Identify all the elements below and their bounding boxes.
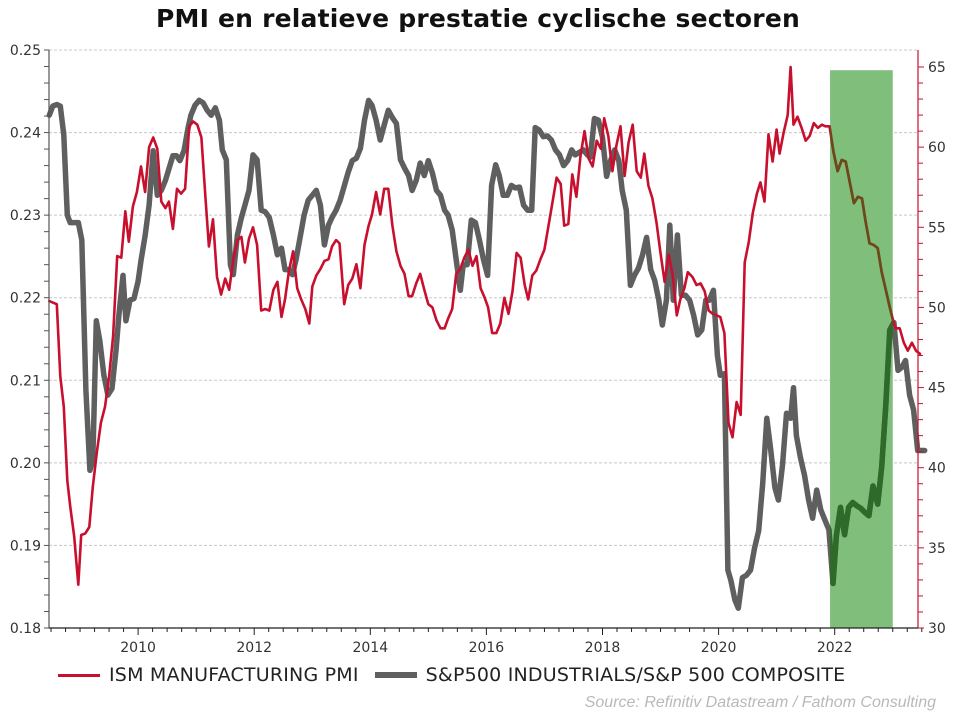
series-line-industrials-ratio: [46, 97, 928, 611]
series-line-industrials-ratio-highlighted: [830, 320, 893, 587]
right-axis-tick-label: 65: [928, 60, 946, 76]
legend-item-pmi[interactable]: ISM MANUFACTURING PMI: [58, 664, 359, 686]
legend-label-pmi: ISM MANUFACTURING PMI: [109, 664, 359, 686]
chart-title: PMI en relatieve prestatie cyclische sec…: [156, 4, 800, 33]
series-line-ism-pmi: [48, 65, 922, 586]
highlight-band: [830, 70, 893, 629]
x-axis-tick-label: 2020: [701, 640, 737, 656]
left-axis-tick-label: 0.25: [10, 43, 41, 59]
left-axis-tick-label: 0.22: [10, 291, 41, 307]
x-axis-tick-label: 2022: [817, 640, 853, 656]
x-axis-tick-label: 2018: [585, 640, 621, 656]
left-axis-tick-label: 0.23: [10, 208, 41, 224]
legend: ISM MANUFACTURING PMI S&P500 INDUSTRIALS…: [58, 661, 861, 689]
right-axis-tick-label: 40: [928, 461, 946, 477]
right-axis-tick-label: 50: [928, 300, 946, 316]
legend-item-industrials-ratio[interactable]: S&P500 INDUSTRIALS/S&P 500 COMPOSITE: [374, 664, 846, 686]
axes: [44, 49, 924, 635]
series-layer: [46, 65, 928, 611]
left-axis-tick-label: 0.24: [10, 126, 41, 142]
left-axis-tick-label: 0.19: [10, 538, 41, 554]
left-axis-tick-label: 0.18: [10, 621, 41, 637]
right-axis-tick-label: 35: [928, 541, 946, 557]
left-axis-tick-label: 0.20: [10, 456, 41, 472]
x-axis-tick-label: 2016: [469, 640, 505, 656]
left-axis-tick-label: 0.21: [10, 373, 41, 389]
right-axis-tick-label: 45: [928, 381, 946, 397]
source-note: Source: Refinitiv Datastream / Fathom Co…: [584, 694, 936, 711]
x-axis-tick-label: 2014: [352, 640, 388, 656]
right-axis-tick-label: 60: [928, 140, 946, 156]
legend-swatch-industrials-ratio: [374, 672, 417, 678]
legend-swatch-pmi: [58, 673, 100, 677]
legend-label-industrials-ratio: S&P500 INDUSTRIALS/S&P 500 COMPOSITE: [425, 664, 846, 686]
highlight-band-layer: [830, 70, 893, 629]
x-axis-tick-label: 2012: [236, 640, 272, 656]
right-axis-tick-label: 30: [928, 621, 946, 637]
tick-labels: 0.18 0.19 0.20 0.21 0.22 0.23 0.24 0.25 30 35 40 45…: [10, 43, 946, 656]
x-axis-tick-label: 2010: [120, 640, 156, 656]
right-axis-tick-label: 55: [928, 220, 946, 236]
series-line-ism-pmi-highlighted: [830, 125, 893, 325]
